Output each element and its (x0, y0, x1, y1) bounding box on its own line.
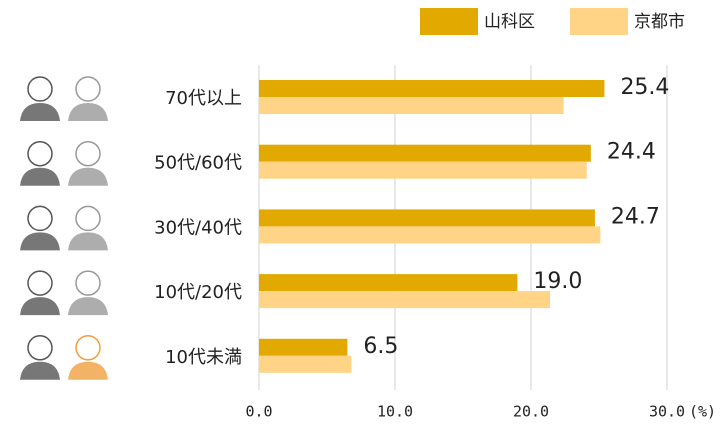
bar (259, 356, 351, 373)
chart: 0.0 10.0 20.0 30.0(%) 山科区 京都市 70代以上 25.4 50代/60代… (0, 0, 721, 432)
person-body (20, 232, 60, 250)
person-head (76, 142, 100, 166)
x-unit: (%) (689, 403, 716, 421)
legend-swatch (420, 8, 478, 35)
x-tick-label: 10.0 (377, 403, 413, 421)
person-head (28, 142, 52, 166)
bar (259, 274, 517, 291)
category-label: 10代/20代 (154, 282, 242, 303)
legend-label: 京都市 (634, 12, 685, 32)
person-head (28, 206, 52, 230)
person-head (28, 271, 52, 295)
person-body (68, 297, 108, 315)
person-body (20, 103, 60, 121)
legend-swatch (570, 8, 628, 35)
value-label: 24.4 (607, 140, 656, 165)
person-body (68, 232, 108, 250)
person-body (20, 297, 60, 315)
x-tick-label: 30.0 (649, 403, 685, 421)
bar (259, 162, 587, 179)
person-head (76, 206, 100, 230)
x-tick-label: 20.0 (513, 403, 549, 421)
bar (259, 209, 595, 226)
legend-label: 山科区 (484, 12, 535, 32)
category-label: 30代/40代 (154, 217, 242, 238)
bar (259, 145, 591, 162)
person-body (68, 362, 108, 380)
bar (259, 339, 347, 356)
person-head (76, 271, 100, 295)
category-label: 10代未満 (165, 347, 242, 368)
person-body (20, 168, 60, 186)
bar (259, 291, 550, 308)
x-tick-label: 0.0 (245, 403, 272, 421)
value-label: 6.5 (363, 334, 398, 359)
bar (259, 226, 600, 243)
person-head (76, 77, 100, 101)
category-label: 50代/60代 (154, 153, 242, 174)
person-body (68, 103, 108, 121)
person-head (28, 77, 52, 101)
value-label: 19.0 (533, 269, 582, 294)
icons (20, 77, 108, 380)
bar (259, 97, 564, 114)
value-label: 24.7 (611, 204, 660, 229)
person-body (68, 168, 108, 186)
bar (259, 80, 604, 97)
person-body (20, 362, 60, 380)
person-head (76, 336, 100, 360)
category-label: 70代以上 (165, 88, 242, 109)
person-head (28, 336, 52, 360)
value-label: 25.4 (620, 75, 669, 100)
